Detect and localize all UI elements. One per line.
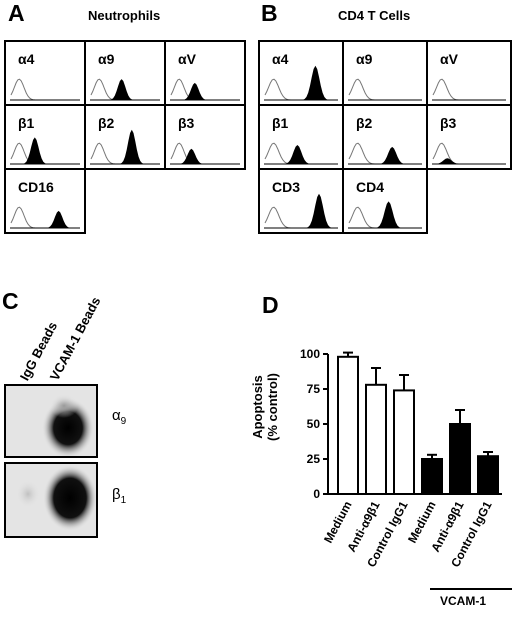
blot-beta1-image	[16, 465, 96, 531]
histogram-cell-cd4: CD4	[342, 168, 428, 234]
histogram-cell-label: β2	[356, 115, 373, 131]
histogram-plot	[170, 142, 240, 165]
y-tick-label: 50	[307, 417, 321, 431]
stain-histogram	[349, 146, 421, 164]
histogram-plot	[170, 78, 240, 101]
panel-b-title: CD4 T Cells	[338, 8, 411, 23]
histogram-cell-label: α4	[272, 51, 289, 67]
y-tick-label: 0	[313, 487, 320, 501]
bar-5	[477, 455, 499, 495]
blot-beta1-label: β1	[112, 486, 127, 506]
histogram-cell-label: αV	[440, 51, 458, 67]
histogram-cell-β3: β3	[164, 104, 246, 170]
y-tick-label: 100	[300, 347, 320, 361]
histogram-cell-α4: α4	[4, 40, 86, 106]
stain-histogram	[265, 145, 337, 164]
control-histogram	[10, 206, 79, 229]
control-histogram	[348, 78, 421, 101]
histogram-cell-α9: α9	[342, 40, 428, 106]
bar-2	[393, 389, 415, 495]
histogram-cell-α9: α9	[84, 40, 166, 106]
lane-label-vcam: VCAM-1 Beads	[46, 294, 104, 383]
histogram-cell-label: β1	[18, 115, 35, 131]
stain-histogram	[265, 65, 337, 100]
y-tick-label: 25	[307, 452, 321, 466]
control-histogram	[170, 142, 239, 165]
control-histogram	[264, 78, 337, 101]
histogram-cell-β1: β1	[258, 104, 344, 170]
histogram-plot	[10, 78, 80, 101]
histogram-cell-label: α9	[98, 51, 115, 67]
histogram-cell-label: α9	[356, 51, 373, 67]
histogram-cell-β2: β2	[84, 104, 166, 170]
histogram-cell-cd3: CD3	[258, 168, 344, 234]
stain-histogram	[171, 148, 239, 164]
histogram-cell-β3: β3	[426, 104, 512, 170]
histogram-cell-label: α4	[18, 51, 35, 67]
vcam-group-label: VCAM-1	[440, 594, 487, 608]
histogram-cell-label: β3	[440, 115, 457, 131]
histogram-plot	[10, 137, 80, 165]
blot-alpha9-label: α9	[112, 407, 127, 427]
histogram-plot	[264, 142, 338, 165]
control-histogram	[10, 142, 79, 165]
histogram-cell-β2: β2	[342, 104, 428, 170]
stain-histogram	[265, 193, 337, 228]
stain-histogram	[433, 158, 505, 164]
histogram-plot	[432, 142, 506, 165]
histogram-plot	[432, 78, 506, 101]
histogram-plot	[264, 65, 338, 101]
histogram-cell-label: αV	[178, 51, 196, 67]
blot-beta1	[4, 462, 98, 538]
control-histogram	[170, 78, 239, 101]
bar-3	[421, 458, 443, 495]
histogram-cell-label: β1	[272, 115, 289, 131]
stain-histogram	[11, 137, 79, 164]
bar-4	[449, 423, 471, 495]
panel-d-letter: D	[262, 292, 279, 318]
histogram-plot	[90, 78, 160, 101]
stain-histogram	[91, 79, 159, 100]
stain-histogram	[11, 210, 79, 228]
panel-a-title: Neutrophils	[88, 8, 161, 23]
histogram-cell-label: CD16	[18, 179, 54, 195]
histogram-plot	[90, 129, 160, 165]
histogram-cell-label: β3	[178, 115, 195, 131]
blot-alpha9-image	[42, 394, 94, 456]
stain-histogram	[349, 201, 421, 228]
histogram-cell-αv: αV	[426, 40, 512, 106]
vcam-group-line	[430, 588, 512, 590]
histogram-cell-β1: β1	[4, 104, 86, 170]
histogram-plot	[264, 193, 338, 229]
bar-1	[365, 383, 387, 495]
stain-histogram	[171, 82, 239, 100]
panel-b-letter: B	[261, 0, 278, 26]
control-histogram	[432, 78, 505, 101]
histogram-plot	[10, 206, 80, 229]
histogram-cell-label: β2	[98, 115, 115, 131]
histogram-plot	[348, 78, 422, 101]
histogram-cell-α4: α4	[258, 40, 344, 106]
histogram-cell-label: CD3	[272, 179, 301, 195]
y-tick-label: 75	[307, 382, 321, 396]
panel-c-letter: C	[2, 288, 19, 314]
histogram-plot	[348, 142, 422, 165]
blot-alpha9	[4, 384, 98, 458]
panel-a-letter: A	[8, 0, 25, 26]
histogram-plot	[348, 201, 422, 229]
histogram-cell-αv: αV	[164, 40, 246, 106]
histogram-cell-cd16: CD16	[4, 168, 86, 234]
bar-0	[337, 355, 359, 495]
stain-histogram	[91, 129, 159, 164]
control-histogram	[10, 78, 79, 101]
histogram-cell-label: CD4	[356, 179, 385, 195]
